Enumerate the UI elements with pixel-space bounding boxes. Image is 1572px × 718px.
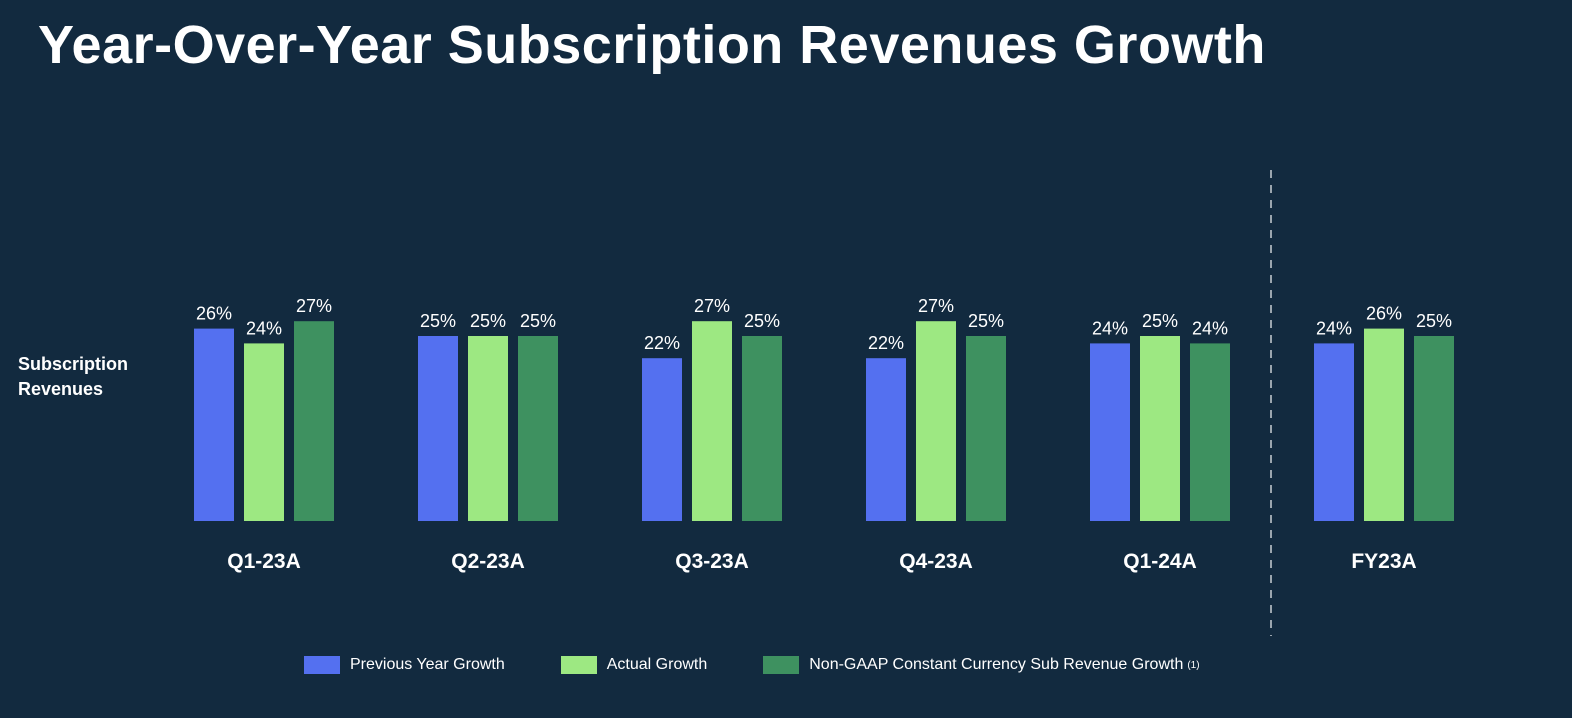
bar-q1-23a-series-2 bbox=[294, 321, 334, 521]
bar-fy23a-series-0 bbox=[1314, 343, 1354, 521]
data-label-q2-23a-series-1: 25% bbox=[470, 311, 506, 331]
data-label-q1-23a-series-2: 27% bbox=[296, 296, 332, 316]
bar-q2-23a-series-2 bbox=[518, 336, 558, 521]
bar-fy23a-series-1 bbox=[1364, 328, 1404, 521]
category-label-fy23a: FY23A bbox=[1351, 550, 1416, 573]
data-label-q2-23a-series-0: 25% bbox=[420, 311, 456, 331]
bar-q1-24a-series-0 bbox=[1090, 343, 1130, 521]
data-label-fy23a-series-0: 24% bbox=[1316, 318, 1352, 338]
category-label-q2-23a: Q2-23A bbox=[451, 550, 525, 573]
category-label-q4-23a: Q4-23A bbox=[899, 550, 973, 573]
data-label-q1-24a-series-1: 25% bbox=[1142, 311, 1178, 331]
bar-q3-23a-series-2 bbox=[742, 336, 782, 521]
data-label-q1-23a-series-1: 24% bbox=[246, 318, 282, 338]
bar-q1-24a-series-1 bbox=[1140, 336, 1180, 521]
data-label-q4-23a-series-1: 27% bbox=[918, 296, 954, 316]
slide-title: Year-Over-Year Subscription Revenues Gro… bbox=[38, 15, 1266, 75]
legend-label-previous-year: Previous Year Growth bbox=[350, 656, 505, 673]
data-label-q3-23a-series-0: 22% bbox=[644, 333, 680, 353]
data-label-q1-24a-series-2: 24% bbox=[1192, 318, 1228, 338]
legend-item-actual: Actual Growth bbox=[560, 656, 708, 674]
data-label-q1-24a-series-0: 24% bbox=[1092, 318, 1128, 338]
legend-footnote-marker: (1) bbox=[1187, 659, 1200, 671]
data-label-q4-23a-series-2: 25% bbox=[968, 311, 1004, 331]
category-label-q1-23a: Q1-23A bbox=[227, 550, 301, 573]
legend: Previous Year Growth Actual Growth Non-G… bbox=[304, 656, 1256, 674]
data-label-q2-23a-series-2: 25% bbox=[520, 311, 556, 331]
bar-q3-23a-series-1 bbox=[692, 321, 732, 521]
legend-label-non-gaap: Non-GAAP Constant Currency Sub Revenue G… bbox=[809, 656, 1184, 673]
data-label-q4-23a-series-0: 22% bbox=[868, 333, 904, 353]
bar-q1-23a-series-0 bbox=[194, 328, 234, 521]
row-label-line-1: Subscription bbox=[18, 354, 129, 374]
data-label-q3-23a-series-1: 27% bbox=[694, 296, 730, 316]
bar-q2-23a-series-1 bbox=[468, 336, 508, 521]
data-label-q1-23a-series-0: 26% bbox=[196, 304, 232, 324]
bar-q4-23a-series-2 bbox=[966, 336, 1006, 521]
bar-q4-23a-series-1 bbox=[916, 321, 956, 521]
row-label-line-2: Revenues bbox=[18, 379, 104, 399]
bar-q2-23a-series-0 bbox=[418, 336, 458, 521]
legend-item-previous-year: Previous Year Growth bbox=[304, 656, 505, 674]
bar-q1-23a-series-1 bbox=[244, 343, 284, 521]
legend-swatch-actual bbox=[560, 656, 597, 674]
row-label: Subscription Revenues bbox=[18, 352, 178, 402]
legend-swatch-previous-year bbox=[304, 656, 340, 674]
data-label-q3-23a-series-2: 25% bbox=[744, 311, 780, 331]
legend-item-non-gaap: Non-GAAP Constant Currency Sub Revenue G… bbox=[763, 656, 1200, 674]
bar-q1-24a-series-2 bbox=[1190, 343, 1230, 521]
legend-swatch-non-gaap bbox=[763, 656, 800, 674]
data-label-fy23a-series-1: 26% bbox=[1366, 304, 1402, 324]
legend-label-actual: Actual Growth bbox=[606, 656, 708, 673]
bar-q3-23a-series-0 bbox=[642, 358, 682, 521]
bar-q4-23a-series-0 bbox=[866, 358, 906, 521]
category-label-q1-24a: Q1-24A bbox=[1123, 550, 1197, 573]
bar-fy23a-series-2 bbox=[1414, 336, 1454, 521]
data-label-fy23a-series-2: 25% bbox=[1416, 311, 1452, 331]
category-label-q3-23a: Q3-23A bbox=[675, 550, 749, 573]
